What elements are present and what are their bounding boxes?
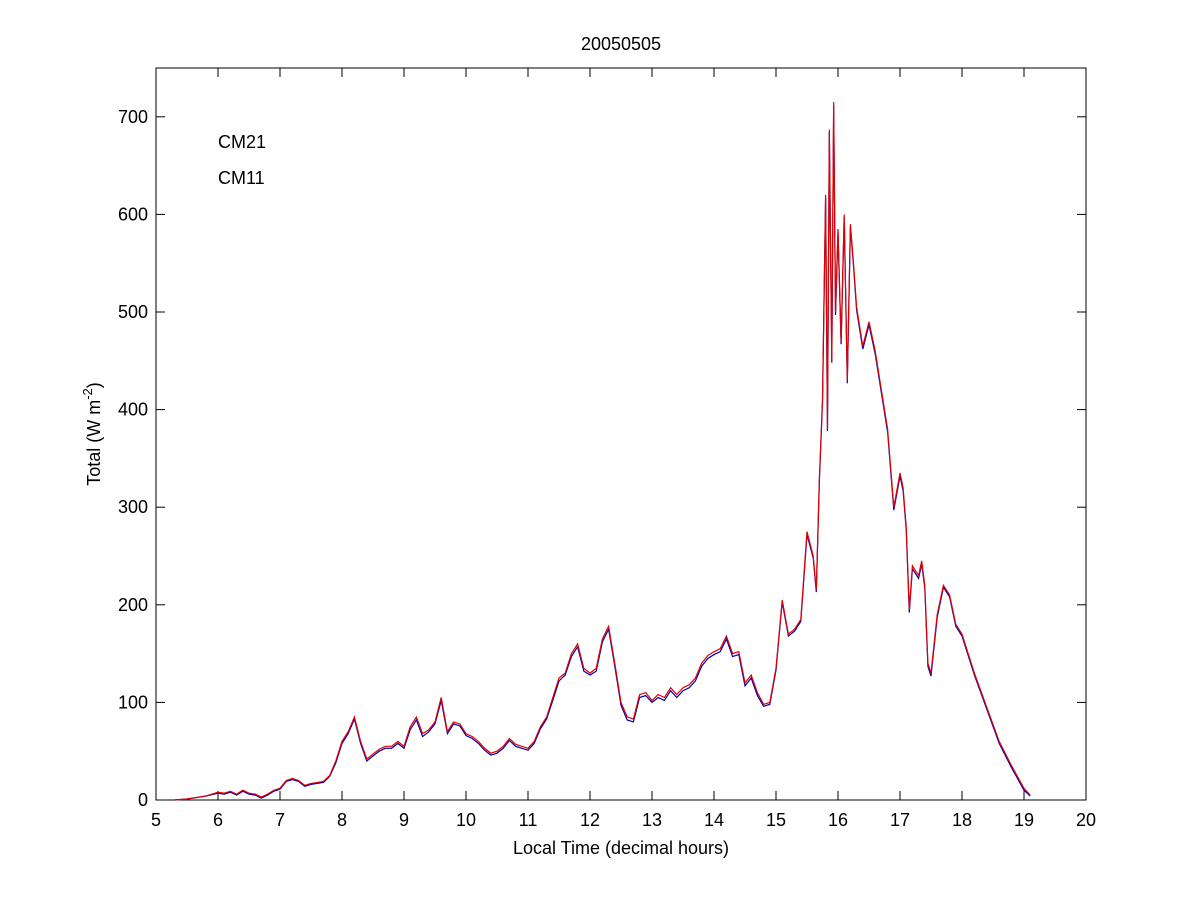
x-tick-label: 6 (213, 810, 223, 830)
y-tick-label: 200 (118, 595, 148, 615)
y-tick-label: 100 (118, 692, 148, 712)
y-tick-label: 400 (118, 400, 148, 420)
y-label-text: Total (W m (84, 400, 104, 486)
y-tick-label: 700 (118, 107, 148, 127)
x-tick-label: 16 (828, 810, 848, 830)
legend-entry: CM21 (218, 132, 266, 152)
x-tick-label: 11 (519, 810, 538, 830)
series-line (174, 102, 1031, 801)
x-tick-label: 19 (1014, 810, 1034, 830)
plot-frame (155, 67, 1087, 801)
legend-entry: CM11 (218, 168, 265, 188)
y-tick-label: 500 (118, 302, 148, 322)
y-tick-label: 600 (118, 204, 148, 224)
y-axis-label: Total (W m-2) (80, 382, 104, 486)
x-tick-label: 12 (580, 810, 600, 830)
x-tick-label: 9 (399, 810, 409, 830)
x-axis-label: Local Time (decimal hours) (513, 838, 729, 858)
x-tick-label: 15 (766, 810, 786, 830)
x-tick-label: 5 (151, 810, 161, 830)
x-tick-label: 14 (704, 810, 724, 830)
x-tick-label: 10 (456, 810, 476, 830)
x-tick-label: 13 (642, 810, 662, 830)
y-label-sup: -2 (80, 388, 95, 400)
y-tick-label: 0 (138, 790, 148, 810)
x-tick-label: 17 (890, 810, 910, 830)
x-tick-label: 8 (337, 810, 347, 830)
chart-title: 20050505 (581, 34, 661, 54)
y-tick-label: 300 (118, 497, 148, 517)
x-tick-label: 20 (1076, 810, 1096, 830)
x-tick-label: 18 (952, 810, 972, 830)
y-label-end: ) (84, 382, 104, 388)
x-tick-label: 7 (275, 810, 285, 830)
